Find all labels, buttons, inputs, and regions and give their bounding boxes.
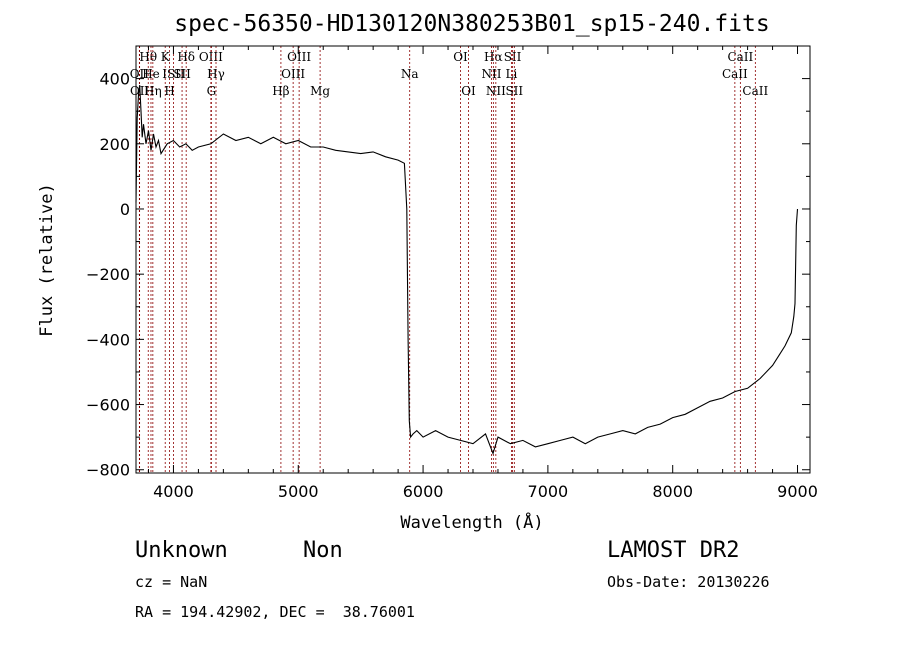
x-tick-label: 6000 [403,482,444,501]
x-tick-label: 7000 [528,482,569,501]
x-tick-label: 4000 [153,482,194,501]
survey-name: LAMOST DR2 [607,538,740,563]
spectral-line-label: Hβ [272,84,289,98]
spectral-line-label: OI [461,84,476,98]
spectral-line-label: Mg [310,84,330,98]
observation-date: Obs-Date: 20130226 [607,573,770,591]
spectral-line-label: Hδ [177,50,195,64]
y-tick-label: −200 [86,265,130,284]
y-tick-label: −400 [86,330,130,349]
spectral-line-label: K [161,50,171,64]
spectral-line-label: ISII [162,67,185,81]
redshift-cz: cz = NaN [135,573,208,591]
spectral-line-label: Hθ [139,50,157,64]
chart-title: spec-56350-HD130120N380253B01_sp15-240.f… [174,11,769,37]
spectral-line-label: NII [486,84,506,98]
y-axis-label: Flux (relative) [37,183,57,337]
spectral-line-label: Na [401,67,419,81]
spectral-line-label: Li [506,67,518,81]
y-tick-label: −600 [86,396,130,415]
x-axis: 4000 5000 6000 7000 8000 9000 [147,46,818,501]
y-tick-label: 200 [99,135,130,154]
coordinates: RA = 194.42902, DEC = 38.76001 [135,603,415,621]
spectral-line-label: OIII [287,50,311,64]
spectral-line-label: OIII [281,67,305,81]
spectral-line-label: Hη [144,84,162,98]
spectral-line-label: SII [504,50,522,64]
object-class: Unknown [135,538,228,563]
spectral-line-label: Hα [484,50,503,64]
spectral-line-label: CaII [742,84,768,98]
spectral-line-label: OIII [199,50,223,64]
spectral-line-label: CaII [722,67,748,81]
x-axis-label: Wavelength (Å) [400,511,543,533]
spectrum-series-line [135,85,799,456]
y-tick-label: −800 [86,461,130,480]
object-subclass: Non [303,538,343,563]
spectral-line-label: SII [505,84,523,98]
y-axis: −800 −600 −400 −200 0 200 400 [86,70,810,480]
spectral-line-label: G [207,84,217,98]
x-tick-label: 5000 [278,482,319,501]
plot-frame [135,45,811,474]
y-tick-label: 0 [120,200,130,219]
spectral-line-label: SII [173,67,191,81]
x-tick-label: 8000 [652,482,693,501]
y-tick-label: 400 [99,70,130,89]
spectral-line-label: OI [453,50,468,64]
spectral-line-label: Hγ [207,67,225,81]
spectral-line-label: He [142,67,160,81]
x-tick-label: 9000 [777,482,818,501]
spectral-line-label: H [164,84,174,98]
spectral-line-label: NII [481,67,501,81]
spectral-line-label: CaII [727,50,753,64]
